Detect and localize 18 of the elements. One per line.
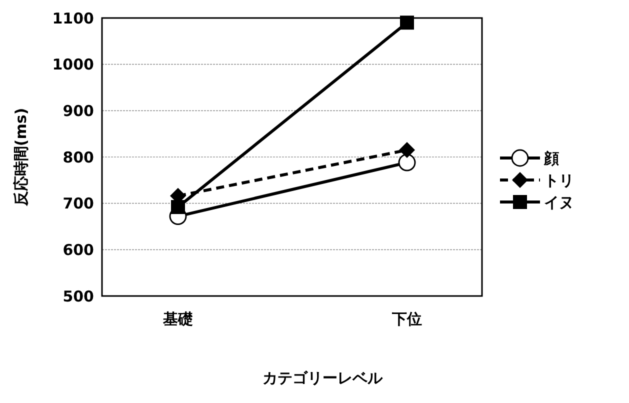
y-axis-title: 反応時間(ms) (12, 108, 30, 208)
y-tick-label: 600 (62, 240, 94, 259)
y-tick-label: 1100 (52, 9, 94, 28)
y-tick-label: 800 (62, 148, 94, 166)
y-tick-label: 900 (62, 102, 94, 120)
x-axis-title: カテゴリーレベル (262, 369, 384, 387)
legend-label: 顔 (543, 149, 559, 168)
x-tick-label: 下位 (391, 310, 422, 328)
y-tick-label: 700 (62, 194, 94, 213)
legend-label: イヌ (544, 193, 574, 212)
y-tick-label: 500 (62, 287, 94, 306)
point (400, 16, 414, 30)
point (398, 154, 416, 172)
legend-label: トリ (544, 171, 574, 190)
point (171, 200, 185, 214)
x-tick-label: 基礎 (162, 310, 193, 328)
y-tick-label: 1000 (52, 56, 94, 74)
point (399, 142, 415, 158)
